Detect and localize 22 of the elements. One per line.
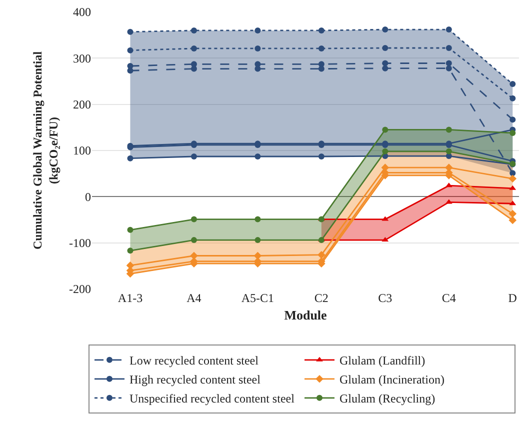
y-tick-label: 400 xyxy=(73,5,91,20)
legend-label: Glulam (Incineration) xyxy=(340,372,444,387)
x-tick-label: C2 xyxy=(314,291,328,305)
legend-label: High recycled content steel xyxy=(130,372,262,387)
legend-label: Unspecified recycled content steel xyxy=(130,392,296,406)
x-tick-label: D xyxy=(508,291,518,305)
x-tick-label: A5-C1 xyxy=(241,291,274,305)
y-axis-title: Cumulative Global Warming Potential (kgCO₂e/FU) xyxy=(30,50,60,250)
x-tick-label: A1-3 xyxy=(118,291,143,305)
y-tick-label: 0 xyxy=(85,190,91,204)
legend-label: Low recycled content steel xyxy=(130,354,260,368)
y-tick-label: 300 xyxy=(73,51,91,66)
y-tick-label: 100 xyxy=(73,144,91,158)
x-axis-title: Module xyxy=(284,308,328,323)
x-tick-label: C4 xyxy=(442,291,456,305)
legend-label: Glulam (Recycling) xyxy=(340,392,436,406)
legend-label: Glulam (Landfill) xyxy=(340,354,426,368)
y-tick-label: 200 xyxy=(73,98,91,112)
y-tick-label: -100 xyxy=(69,236,91,250)
x-tick-label: C3 xyxy=(378,291,392,305)
y-tick-label: -200 xyxy=(69,282,91,296)
x-tick-label: A4 xyxy=(186,291,202,305)
